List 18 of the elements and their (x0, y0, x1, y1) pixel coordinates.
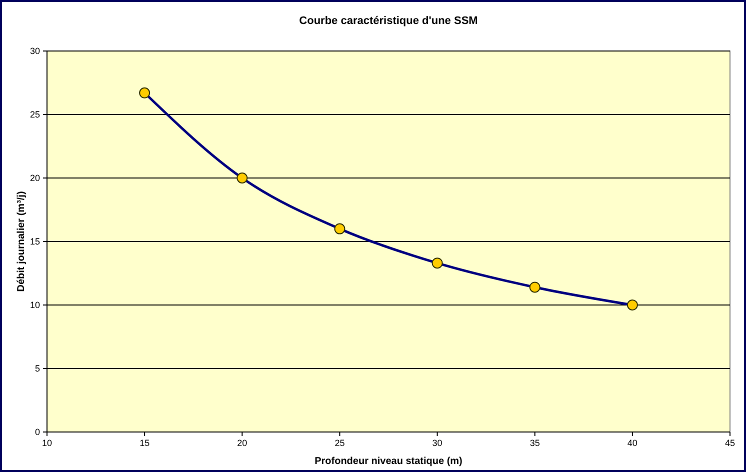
chart-title: Courbe caractéristique d'une SSM (299, 15, 478, 27)
y-tick-label: 25 (30, 110, 40, 120)
y-tick-label: 30 (30, 46, 40, 56)
y-tick-label: 20 (30, 173, 40, 183)
y-tick-label: 10 (30, 300, 40, 310)
y-tick-label: 0 (34, 427, 40, 437)
x-tick-label: 15 (140, 438, 150, 448)
x-tick-label: 10 (42, 438, 52, 448)
x-tick-label: 35 (530, 438, 540, 448)
x-tick-label: 20 (237, 438, 248, 448)
y-tick-label: 5 (34, 364, 40, 374)
y-tick-label: 15 (30, 236, 40, 246)
x-axis-title: Profondeur niveau statique (m) (314, 456, 462, 467)
x-tick-label: 25 (334, 438, 345, 448)
x-tick-label: 45 (724, 438, 736, 448)
y-axis-title: Débit journalier (m³/j) (16, 191, 27, 292)
x-tick-label: 30 (432, 438, 442, 448)
x-tick-label: 40 (627, 438, 638, 448)
